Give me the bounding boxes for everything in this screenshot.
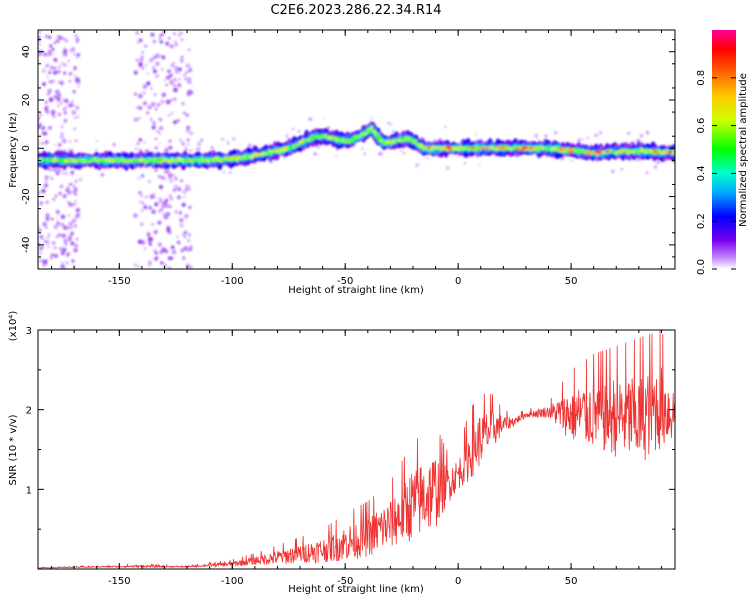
snr-y-scale-label: (x10⁴) [8, 311, 19, 342]
colorbar-tick-label: 0.6 [696, 118, 707, 134]
colorbar-tick-label: 0.2 [696, 213, 707, 229]
snr-x-tick-label: 50 [565, 576, 578, 587]
spectrogram-y-tick-label: 20 [21, 94, 32, 107]
spectrogram-y-tick-label: 40 [21, 45, 32, 58]
snr-ticks: -150 -100 -50 0 50 1 2 3 [26, 326, 675, 587]
spectrogram-panel: -150 -100 -50 0 50 -40 -20 0 20 40 Height of stra… [8, 29, 676, 296]
spectrogram-y-tick-label: 0 [21, 145, 32, 151]
spectrogram-x-tick-label: -150 [108, 276, 131, 287]
colorbar: 0.0 0.2 0.4 0.6 0.8 Normalized spectral ampl… [696, 30, 749, 275]
snr-x-tick-label: -50 [337, 576, 353, 587]
colorbar-ticks: 0.0 0.2 0.4 0.6 0.8 [696, 70, 736, 275]
snr-y-tick-label: 1 [26, 485, 32, 496]
snr-x-tick-label: 0 [455, 576, 461, 587]
snr-y-tick-label: 2 [26, 406, 32, 417]
snr-x-axis-label: Height of straight line (km) [288, 584, 424, 595]
spectrogram-x-tick-label: 50 [565, 276, 578, 287]
snr-series-line [38, 330, 675, 569]
spectrogram-y-tick-label: -40 [21, 237, 32, 253]
spectrogram-frame [37, 29, 676, 270]
snr-x-tick-label: -100 [221, 576, 244, 587]
snr-panel: -150 -100 -50 0 50 1 2 3 Height of straight lin… [8, 311, 676, 595]
colorbar-tick-label: 0.0 [696, 259, 707, 275]
spectrogram-x-tick-label: -100 [221, 276, 244, 287]
colorbar-gradient [712, 30, 736, 269]
spectrogram-heatmap [38, 30, 675, 269]
spectrogram-ticks: -150 -100 -50 0 50 -40 -20 0 20 40 [21, 30, 675, 287]
snr-y-tick-label: 3 [26, 326, 32, 337]
spectrogram-y-tick-label: -20 [21, 188, 32, 204]
colorbar-tick-label: 0.8 [696, 70, 707, 86]
snr-x-tick-label: -150 [108, 576, 131, 587]
colorbar-tick-label: 0.4 [696, 165, 707, 181]
spectrogram-x-axis-label: Height of straight line (km) [288, 285, 424, 296]
snr-y-axis-label: SNR (10 * v/v) [8, 414, 19, 485]
figure-title: C2E6.2023.286.22.34.R14 [270, 3, 441, 18]
spectrogram-y-axis-label: Frequency (Hz) [8, 112, 19, 188]
spectrogram-x-tick-label: -50 [337, 276, 353, 287]
spectrogram-x-tick-label: 0 [455, 276, 461, 287]
colorbar-label: Normalized spectral amplitude [738, 73, 749, 227]
